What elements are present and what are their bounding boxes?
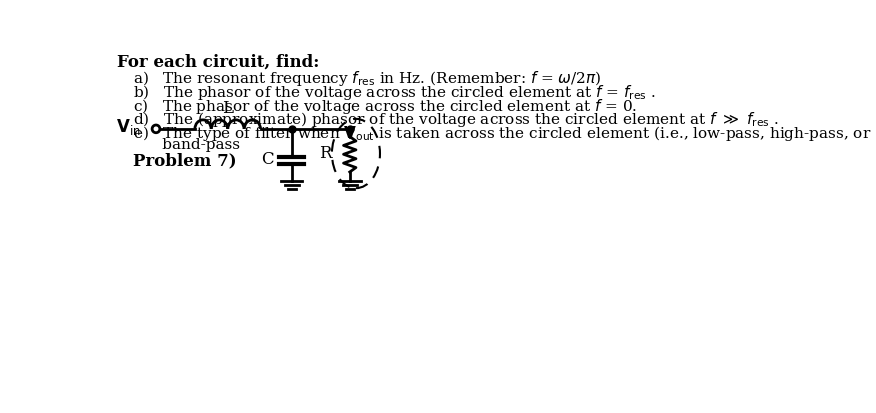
Text: c)   The phasor of the voltage across the circled element at $f$ = 0.: c) The phasor of the voltage across the …: [133, 97, 637, 116]
Text: Problem 7): Problem 7): [133, 152, 237, 169]
Text: b)   The phasor of the voltage across the circled element at $f$ = $f_{\mathrm{r: b) The phasor of the voltage across the …: [133, 83, 655, 102]
Text: $\mathbf{V}_{\mathrm{in}}$: $\mathbf{V}_{\mathrm{in}}$: [116, 117, 140, 138]
Text: For each circuit, find:: For each circuit, find:: [117, 53, 320, 70]
Text: e)   The type of filter when $\mathbf{V}_{\mathrm{out}}$ is taken across the cir: e) The type of filter when $\mathbf{V}_{…: [133, 124, 871, 143]
Text: L: L: [222, 100, 233, 116]
Text: d)   The (approximate) phasor of the voltage across the circled element at $f$ $: d) The (approximate) phasor of the volta…: [133, 110, 779, 129]
Text: C: C: [261, 151, 274, 168]
Text: R: R: [320, 145, 332, 162]
Text: band-pass: band-pass: [133, 138, 240, 152]
Text: a)   The resonant frequency $f_{\mathrm{res}}$ in Hz. (Remember: $f$ = $\omega$/: a) The resonant frequency $f_{\mathrm{re…: [133, 69, 601, 88]
